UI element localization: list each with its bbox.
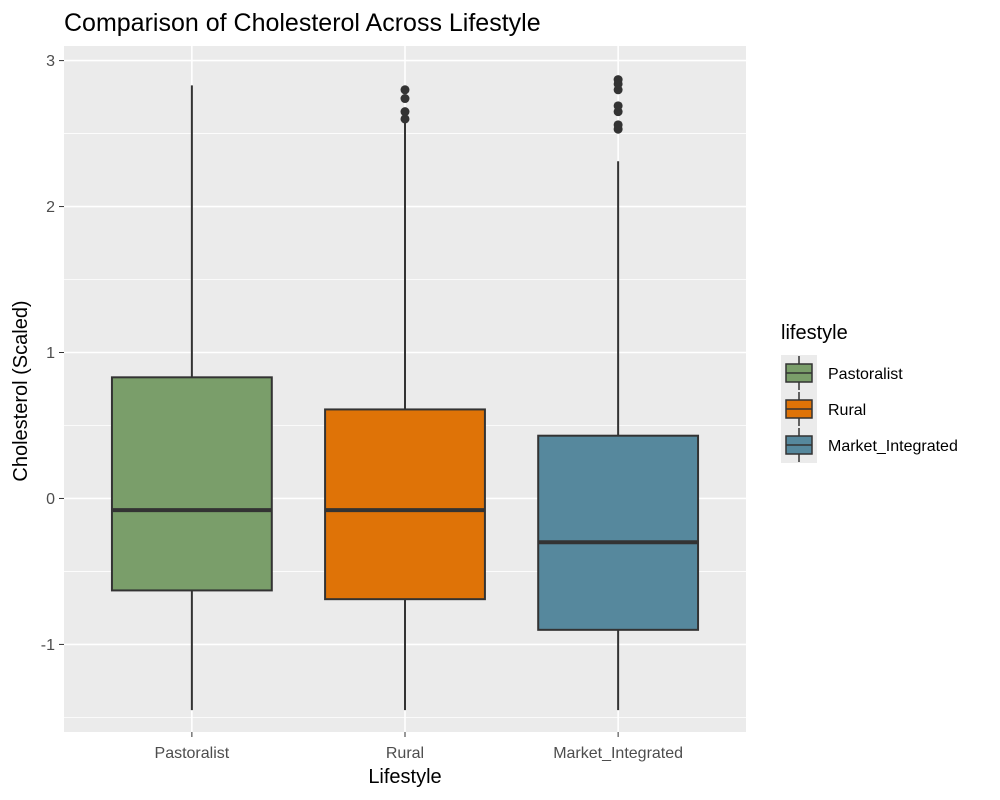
chart-title: Comparison of Cholesterol Across Lifesty… — [64, 9, 541, 37]
x-tick-label: Market_Integrated — [553, 745, 683, 762]
legend-item: Pastoralist — [781, 355, 903, 391]
legend-title: lifestyle — [781, 322, 848, 344]
box-group — [537, 75, 700, 711]
box-group — [324, 85, 486, 711]
boxes — [110, 75, 700, 711]
y-tick-label: 0 — [46, 491, 55, 508]
outlier-point — [400, 94, 410, 104]
legend: lifestyle Pastoralist Rural Market_Integra… — [781, 322, 958, 463]
y-tick-label: 2 — [46, 199, 55, 216]
outlier-point — [400, 114, 410, 124]
box — [110, 376, 273, 592]
x-tick-label: Rural — [386, 745, 424, 762]
box-group — [110, 85, 273, 711]
y-tick-label: 3 — [46, 53, 55, 70]
outlier-point — [613, 101, 623, 111]
legend-item: Rural — [781, 391, 866, 427]
box — [324, 408, 486, 601]
legend-label: Market_Integrated — [828, 438, 958, 455]
y-axis: -1 0 1 2 3 — [41, 53, 64, 654]
x-axis-title: Lifestyle — [368, 766, 441, 788]
outlier-point — [400, 107, 410, 117]
x-tick-label: Pastoralist — [155, 745, 230, 762]
outlier-point — [400, 85, 410, 95]
y-axis-title: Cholesterol (Scaled) — [10, 300, 32, 481]
legend-label: Pastoralist — [828, 366, 903, 383]
x-axis: Pastoralist Rural Market_Integrated — [155, 732, 683, 762]
y-tick-label: 1 — [46, 345, 55, 362]
outlier-point — [613, 120, 623, 130]
legend-item: Market_Integrated — [781, 427, 958, 463]
box — [537, 434, 700, 631]
outlier-point — [613, 75, 623, 85]
y-tick-label: -1 — [41, 637, 55, 654]
legend-label: Rural — [828, 402, 866, 419]
